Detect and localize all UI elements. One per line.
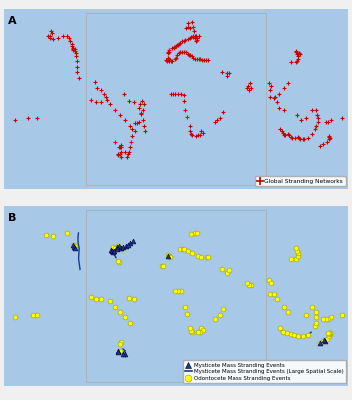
Text: A: A — [8, 16, 16, 26]
Text: B: B — [8, 213, 16, 223]
Legend: Global Stranding Networks: Global Stranding Networks — [255, 176, 346, 186]
Polygon shape — [86, 210, 266, 382]
Polygon shape — [86, 13, 266, 185]
Legend: Mysticete Mass Stranding Events, Mysticete Mass Stranding Events (Large Spatial : Mysticete Mass Stranding Events, Mystice… — [183, 360, 346, 383]
